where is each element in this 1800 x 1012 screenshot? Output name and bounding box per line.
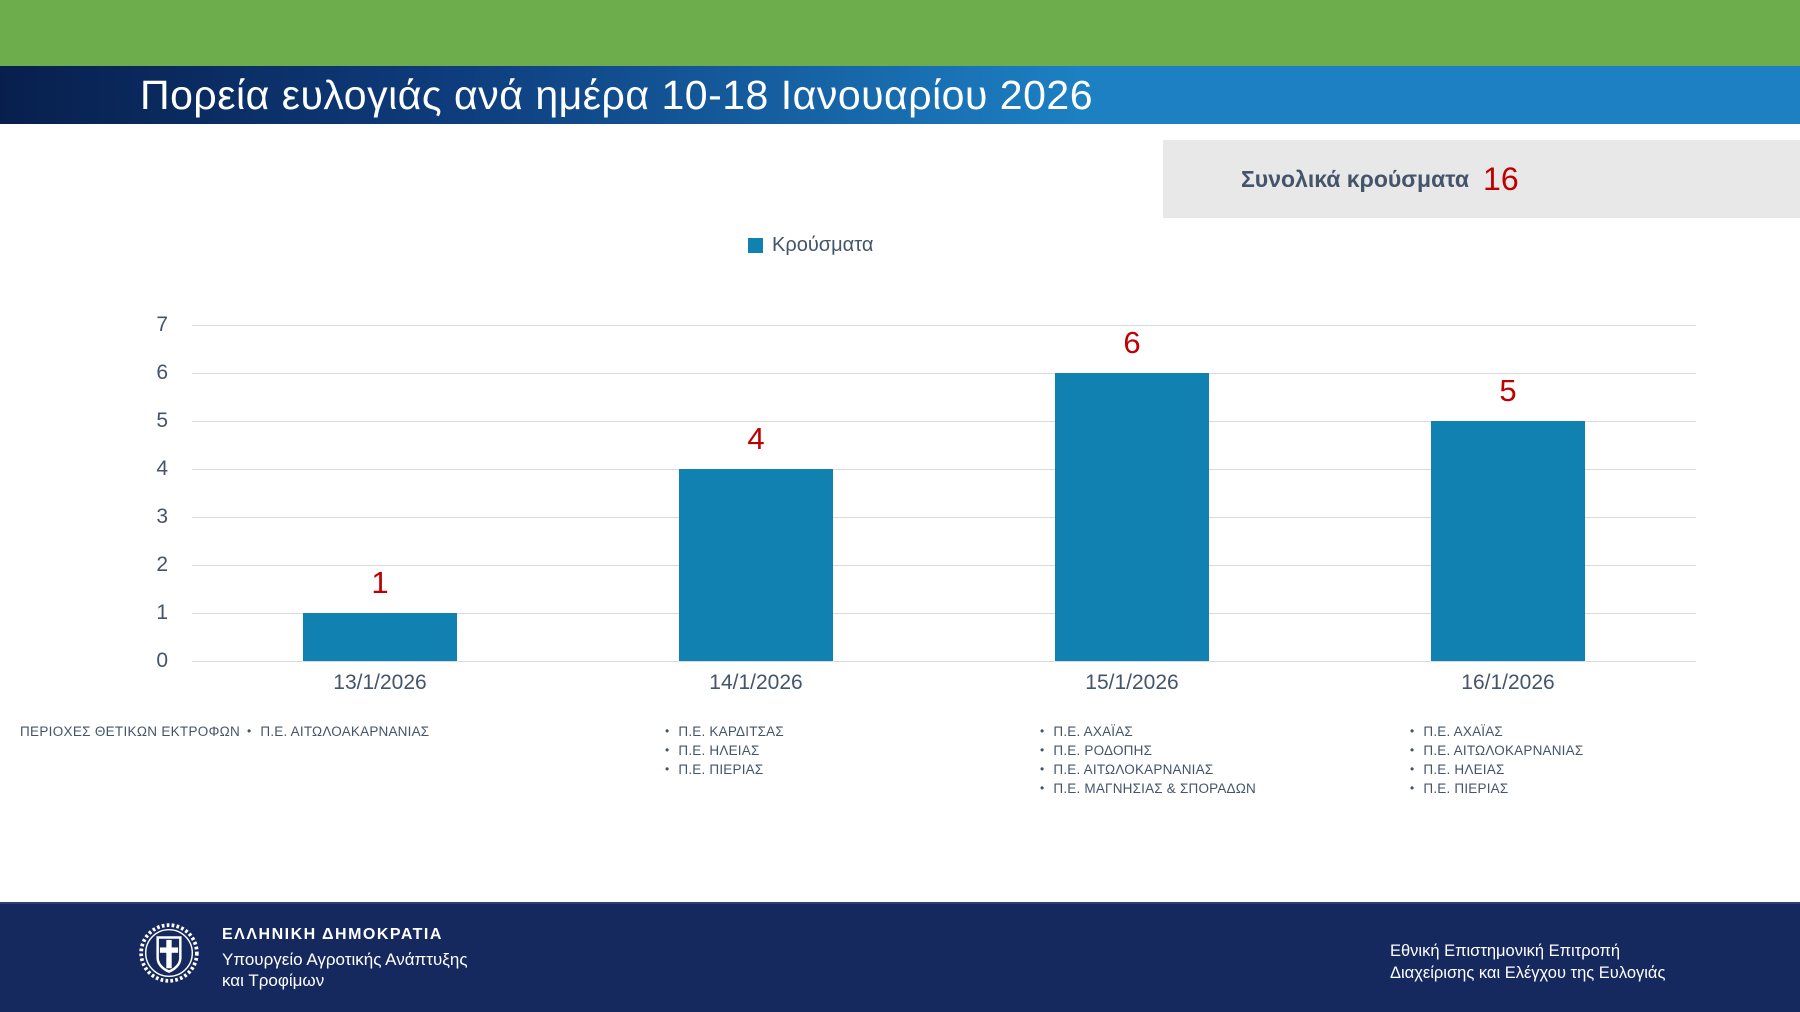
total-cases-label: Συνολικά κρούσματα: [1241, 165, 1470, 192]
y-tick-label: 4: [156, 457, 168, 480]
gridline: [192, 565, 1696, 566]
bullet-icon: •: [1040, 724, 1045, 738]
region-name: Π.Ε. ΗΛΕΙΑΣ: [1423, 762, 1505, 777]
footer: ΕΛΛΗΝΙΚΗ ΔΗΜΟΚΡΑΤΙΑ Υπουργείο Αγροτικής …: [0, 902, 1800, 1012]
bullet-icon: •: [1410, 724, 1415, 738]
page-title: Πορεία ευλογιάς ανά ημέρα 10-18 Ιανουαρί…: [140, 71, 1094, 118]
y-tick-label: 7: [156, 313, 168, 336]
footer-ministry-block: ΕΛΛΗΝΙΚΗ ΔΗΜΟΚΡΑΤΙΑ Υπουργείο Αγροτικής …: [222, 926, 468, 991]
region-name: Π.Ε. ΑΧΑΪΑΣ: [1423, 724, 1503, 739]
region-list-item: • Π.Ε. ΑΙΤΩΛΟΚΑΡΝΑΝΙΑΣ: [1410, 741, 1583, 760]
region-name: Π.Ε. ΑΧΑΪΑΣ: [1053, 724, 1133, 739]
bullet-icon: •: [1040, 762, 1045, 776]
region-list-item: • Π.Ε. ΑΧΑΪΑΣ: [1410, 722, 1583, 741]
hellenic-coat-of-arms-icon: [139, 923, 199, 983]
footer-ministry-line2: και Τροφίμων: [222, 971, 325, 990]
region-name: Π.Ε. ΠΙΕΡΙΑΣ: [1423, 781, 1509, 796]
region-list-item: • Π.Ε. ΑΧΑΪΑΣ: [1040, 722, 1256, 741]
title-band: Πορεία ευλογιάς ανά ημέρα 10-18 Ιανουαρί…: [0, 66, 1800, 124]
bullet-icon: •: [1410, 743, 1415, 757]
footer-ministry-line1: Υπουργείο Αγροτικής Ανάπτυξης: [222, 950, 468, 969]
region-column: • Π.Ε. ΑΙΤΩΛΟΑΚΑΡΝΑΝΙΑΣ: [247, 722, 429, 741]
bar: [303, 613, 457, 661]
plot-area: 1 4 6 5: [192, 325, 1696, 662]
bullet-icon: •: [247, 724, 252, 738]
bar-slot: 5: [1320, 325, 1696, 661]
bullet-icon: •: [665, 743, 670, 757]
bullet-icon: •: [1410, 781, 1415, 795]
region-list-item: • Π.Ε. ΑΙΤΩΛΟΑΚΑΡΝΑΝΙΑΣ: [247, 722, 429, 741]
region-name: Π.Ε. ΡΟΔΟΠΗΣ: [1053, 743, 1153, 758]
region-name: Π.Ε. ΠΙΕΡΙΑΣ: [678, 762, 764, 777]
bullet-icon: •: [1040, 781, 1045, 795]
x-axis: 13/1/2026 14/1/2026 15/1/2026 16/1/2026: [192, 671, 1696, 695]
y-axis: 0 1 2 3 4 5 6 7: [108, 313, 168, 672]
region-list-item: • Π.Ε. ΜΑΓΝΗΣΙΑΣ & ΣΠΟΡΑΔΩΝ: [1040, 779, 1256, 798]
bullet-icon: •: [665, 762, 670, 776]
x-tick-label: 16/1/2026: [1461, 671, 1555, 694]
x-tick-label: 15/1/2026: [1085, 671, 1179, 694]
footer-committee-block: Εθνική Επιστημονική Επιτροπή Διαχείρισης…: [1390, 940, 1665, 984]
total-cases-value: 16: [1483, 160, 1519, 197]
x-tick-label: 14/1/2026: [709, 671, 803, 694]
region-list-item: • Π.Ε. ΚΑΡΔΙΤΣΑΣ: [665, 722, 784, 741]
y-tick-label: 0: [156, 649, 168, 672]
bar: [1055, 373, 1209, 661]
region-list-item: • Π.Ε. ΠΙΕΡΙΑΣ: [1410, 779, 1583, 798]
y-tick-label: 6: [156, 361, 168, 384]
region-list-item: • Π.Ε. ΗΛΕΙΑΣ: [665, 741, 784, 760]
region-name: Π.Ε. ΗΛΕΙΑΣ: [678, 743, 760, 758]
gridline: [192, 325, 1696, 326]
gridline: [192, 613, 1696, 614]
legend-swatch-icon: [748, 238, 763, 253]
chart-legend: Κρούσματα: [748, 234, 873, 257]
bar-value-label: 4: [747, 421, 765, 456]
region-list-item: • Π.Ε. ΡΟΔΟΠΗΣ: [1040, 741, 1256, 760]
region-name: Π.Ε. ΚΑΡΔΙΤΣΑΣ: [678, 724, 784, 739]
footer-committee-line2: Διαχείρισης και Ελέγχου της Ευλογιάς: [1390, 964, 1666, 982]
region-name: Π.Ε. ΜΑΓΝΗΣΙΑΣ & ΣΠΟΡΑΔΩΝ: [1053, 781, 1257, 796]
bar-value-label: 1: [371, 565, 389, 600]
bar: [1431, 421, 1585, 661]
gridline: [192, 373, 1696, 374]
bullet-icon: •: [1410, 762, 1415, 776]
bar-value-label: 5: [1499, 373, 1517, 408]
region-name: Π.Ε. ΑΙΤΩΛΟΚΑΡΝΑΝΙΑΣ: [1053, 762, 1214, 777]
gridline: [192, 661, 1696, 662]
total-cases-box: Συνολικά κρούσματα 16: [1163, 140, 1800, 218]
bar-slot: 1: [192, 325, 568, 661]
region-column: • Π.Ε. ΑΧΑΪΑΣ • Π.Ε. ΡΟΔΟΠΗΣ • Π.Ε. ΑΙΤΩΛΟΚΑΡ…: [1040, 722, 1256, 798]
bullet-icon: •: [665, 724, 670, 738]
bullet-icon: •: [1040, 743, 1045, 757]
y-tick-label: 2: [156, 553, 168, 576]
region-list-item: • Π.Ε. ΗΛΕΙΑΣ: [1410, 760, 1583, 779]
gridline: [192, 517, 1696, 518]
gridline: [192, 421, 1696, 422]
region-list-item: • Π.Ε. ΑΙΤΩΛΟΚΑΡΝΑΝΙΑΣ: [1040, 760, 1256, 779]
x-tick-label: 13/1/2026: [333, 671, 427, 694]
footer-org-name: ΕΛΛΗΝΙΚΗ ΔΗΜΟΚΡΑΤΙΑ: [222, 926, 443, 943]
region-name: Π.Ε. ΑΙΤΩΛΟΚΑΡΝΑΝΙΑΣ: [1423, 743, 1584, 758]
regions-heading: ΠΕΡΙΟΧΕΣ ΘΕΤΙΚΩΝ ΕΚΤΡΟΦΩΝ: [20, 724, 241, 739]
region-list-item: • Π.Ε. ΠΙΕΡΙΑΣ: [665, 760, 784, 779]
top-green-bar: [0, 0, 1800, 66]
bar: [679, 469, 833, 661]
legend-label: Κρούσματα: [772, 234, 874, 256]
footer-committee-line1: Εθνική Επιστημονική Επιτροπή: [1390, 942, 1621, 960]
region-column: • Π.Ε. ΚΑΡΔΙΤΣΑΣ • Π.Ε. ΗΛΕΙΑΣ • Π.Ε. ΠΙΕΡΙΑΣ: [665, 722, 784, 779]
region-name: Π.Ε. ΑΙΤΩΛΟΑΚΑΡΝΑΝΙΑΣ: [260, 724, 430, 739]
bar-slot: 4: [568, 325, 944, 661]
bar-slot: 6: [944, 325, 1320, 661]
y-tick-label: 1: [156, 601, 168, 624]
gridline: [192, 469, 1696, 470]
region-column: • Π.Ε. ΑΧΑΪΑΣ • Π.Ε. ΑΙΤΩΛΟΚΑΡΝΑΝΙΑΣ • Π.Ε. Η…: [1410, 722, 1583, 798]
bar-value-label: 6: [1123, 325, 1141, 360]
y-tick-label: 5: [156, 409, 168, 432]
y-tick-label: 3: [156, 505, 168, 528]
